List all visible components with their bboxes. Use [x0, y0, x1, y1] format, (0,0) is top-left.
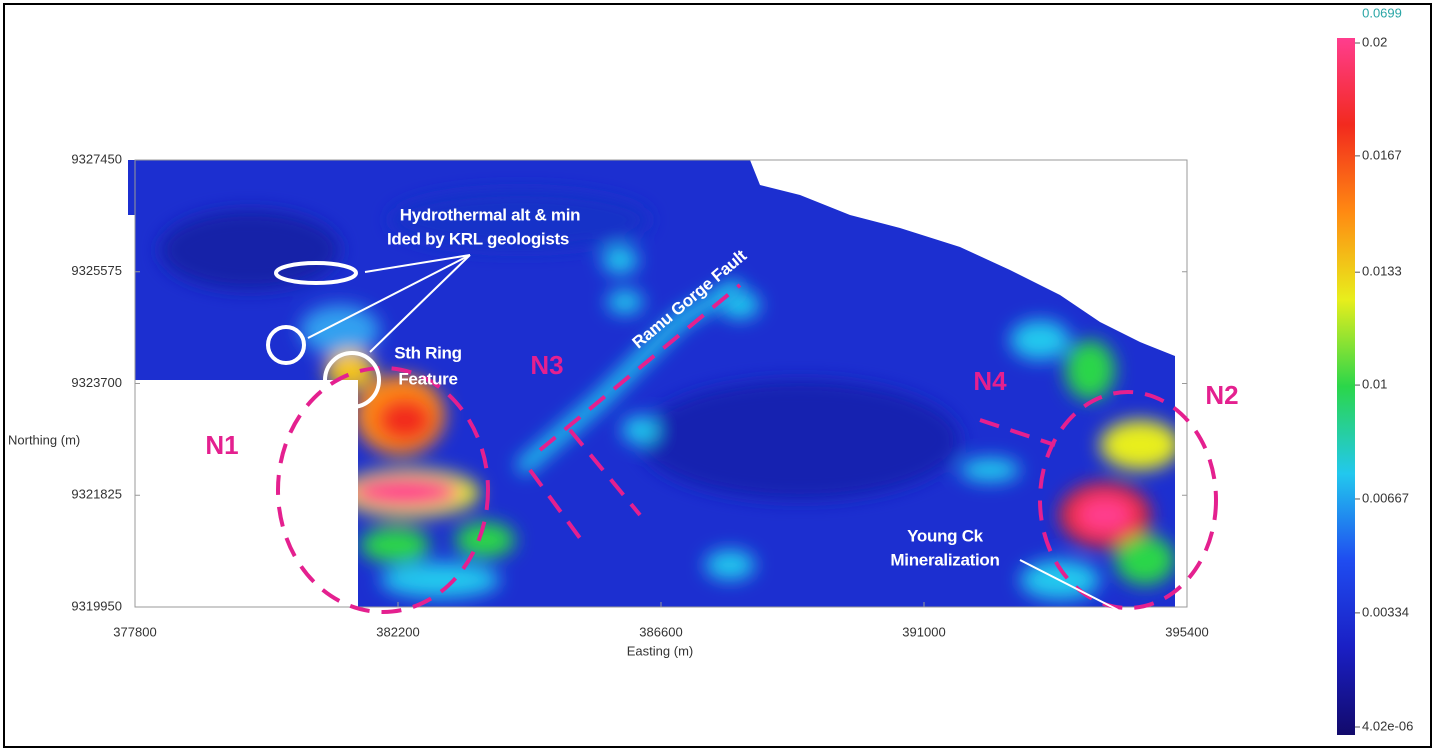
colorbar-max: 0.0699: [1362, 5, 1402, 20]
annotation: Ided by KRL geologists: [387, 229, 569, 248]
arrows: [307, 254, 1119, 611]
zone-label: N1: [205, 430, 238, 460]
y-tick-label: 9325575: [71, 263, 122, 278]
y-tick-label: 9321825: [71, 487, 122, 502]
zone-outlines: [276, 283, 1218, 614]
x-tick-label: 391000: [902, 624, 945, 639]
zone-label: N4: [973, 366, 1007, 396]
y-tick-label: 9323700: [71, 375, 122, 390]
y-axis-label: Northing (m): [8, 432, 80, 447]
colorbar-tick-label: 0.0133: [1362, 264, 1402, 279]
annotation: Feature: [398, 369, 457, 388]
zone-label: N3: [530, 350, 563, 380]
y-tick-label: 9327450: [71, 151, 122, 166]
x-axis-label: Easting (m): [627, 643, 693, 658]
colorbar-tick-label: 0.01: [1362, 377, 1387, 392]
colorbar: [1337, 38, 1355, 735]
x-tick-label: 395400: [1165, 624, 1208, 639]
markers: [266, 261, 381, 409]
annotation: Mineralization: [890, 550, 999, 569]
x-tick-label: 386600: [639, 624, 682, 639]
colorbar-tick-label: 4.02e-06: [1362, 718, 1413, 733]
annotation: Sth Ring: [394, 343, 461, 362]
annotation: Hydrothermal alt & min: [400, 205, 580, 224]
colorbar-tick-label: 0.0167: [1362, 147, 1402, 162]
annotation: Young Ck: [907, 526, 984, 545]
y-tick-label: 9319950: [71, 598, 122, 613]
x-tick-label: 377800: [113, 624, 156, 639]
zone-label: N2: [1205, 380, 1238, 410]
colorbar-tick-label: 0.00334: [1362, 604, 1409, 619]
colorbar-tick-label: 0.00667: [1362, 490, 1409, 505]
colorbar-tick-label: 0.02: [1362, 34, 1387, 49]
x-tick-label: 382200: [376, 624, 419, 639]
